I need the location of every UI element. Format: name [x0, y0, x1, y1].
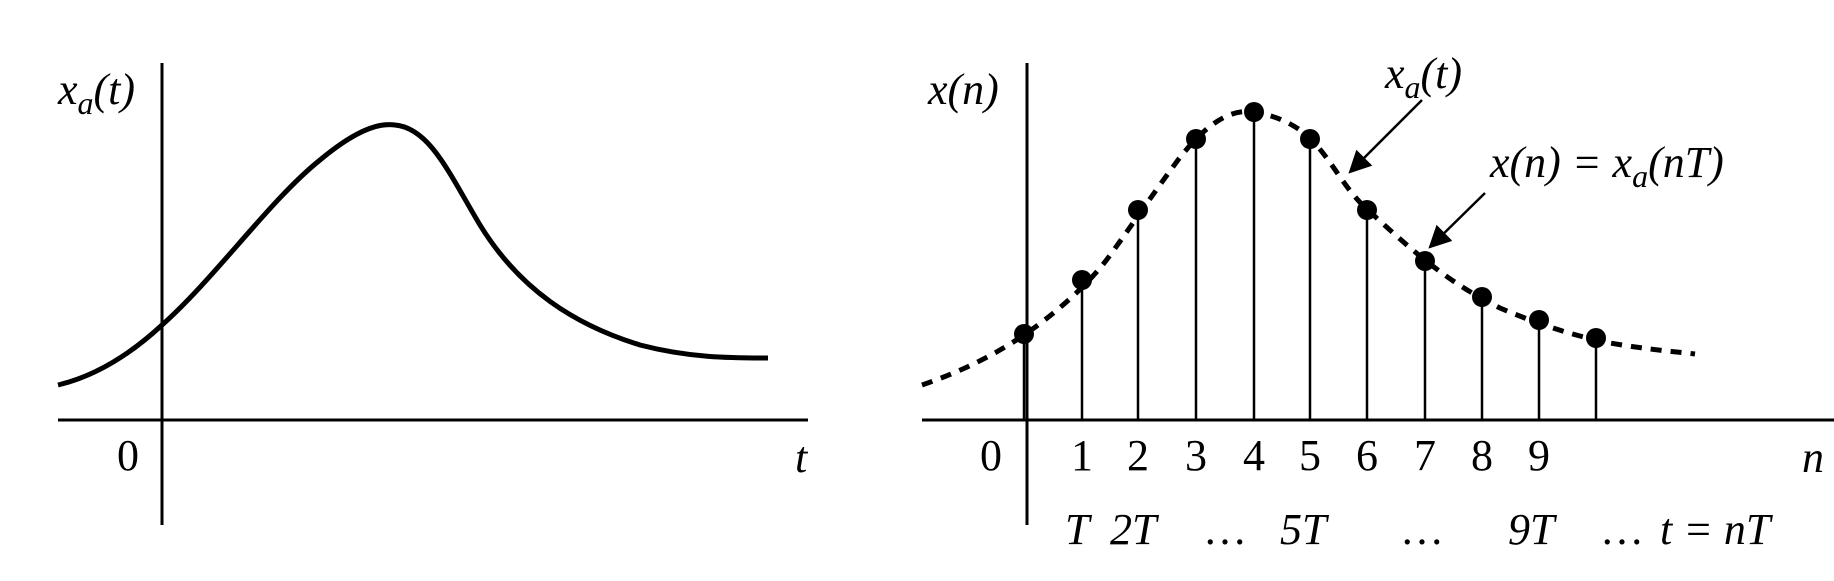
- right-origin-label: 0: [980, 431, 1002, 480]
- curve-annotation-label: xa(t): [1384, 49, 1462, 105]
- time-label-ellipsis: …: [1600, 505, 1644, 554]
- left-origin-label: 0: [117, 431, 139, 480]
- left-y-axis-label: xa(t): [57, 65, 135, 121]
- sample-point: [1072, 270, 1092, 290]
- left-x-axis-label: t: [795, 433, 809, 482]
- sample-index-label: 8: [1471, 431, 1493, 480]
- sample-index-labels: 1 2 3 4 5 6 7 8 9: [1071, 431, 1550, 480]
- sample-point: [1244, 102, 1264, 122]
- sample-point: [1586, 328, 1606, 348]
- sample-index-label: 2: [1127, 431, 1149, 480]
- time-label-5t: 5T: [1280, 505, 1330, 554]
- sample-annotation-arrow: [1428, 192, 1486, 249]
- time-label-ellipsis: …: [1203, 505, 1247, 554]
- sample-point: [1415, 251, 1435, 271]
- time-label-nt: t = nT: [1660, 505, 1774, 554]
- right-y-axis-label: x(n): [927, 65, 999, 114]
- sample-points: [1014, 102, 1606, 348]
- sample-point: [1300, 129, 1320, 149]
- sample-point: [1128, 200, 1148, 220]
- sample-index-label: 9: [1528, 431, 1550, 480]
- sample-point: [1529, 310, 1549, 330]
- time-label-2t: 2T: [1110, 505, 1160, 554]
- time-label-9t: 9T: [1508, 505, 1558, 554]
- right-x-axis-label: n: [1802, 433, 1824, 482]
- time-label-ellipsis: …: [1400, 505, 1444, 554]
- time-label-t: T: [1065, 505, 1093, 554]
- curve-annotation-arrow: [1348, 99, 1423, 174]
- sample-point: [1357, 200, 1377, 220]
- sample-index-label: 6: [1356, 431, 1378, 480]
- sample-index-label: 3: [1185, 431, 1207, 480]
- sample-index-label: 5: [1299, 431, 1321, 480]
- sample-index-label: 7: [1414, 431, 1436, 480]
- sample-stems: [1022, 112, 1598, 420]
- sample-point: [1014, 324, 1034, 344]
- continuous-signal-curve: [57, 122, 769, 388]
- sample-point: [1186, 129, 1206, 149]
- time-labels: T 2T … 5T … 9T … t = nT: [1065, 505, 1774, 554]
- continuous-signal-panel: xa(t) 0 t: [57, 63, 809, 525]
- sample-annotation-label: x(n) = xa(nT): [1489, 138, 1724, 194]
- sampled-signal-panel: x(n) 0 n xa(t) x(n) = xa(nT) 1 2 3 4 5 6…: [921, 49, 1834, 554]
- sample-index-label: 4: [1243, 431, 1265, 480]
- sample-point: [1472, 287, 1492, 307]
- sample-index-label: 1: [1071, 431, 1093, 480]
